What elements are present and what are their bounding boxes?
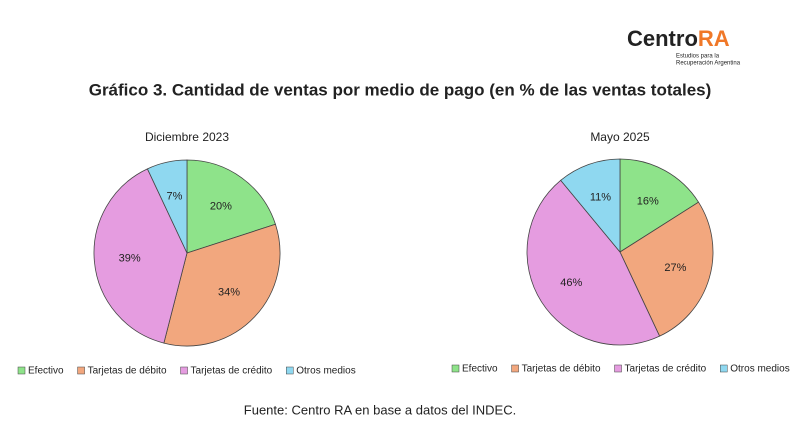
data-label: 46%	[560, 277, 582, 289]
pie-slice	[619, 201, 714, 337]
data-label: 7%	[166, 191, 182, 203]
logo-accent: RA	[698, 26, 730, 51]
data-label: 34%	[218, 286, 240, 298]
pie-slice	[146, 159, 188, 254]
legend-label: Otros medios	[296, 366, 355, 377]
pie-slice	[560, 158, 621, 254]
logo-name: CentroRA	[627, 26, 730, 51]
pie-slice	[163, 223, 281, 347]
data-label: 11%	[590, 192, 611, 204]
pie-slice	[93, 168, 188, 344]
legend-swatch	[180, 366, 188, 375]
legend-swatch	[286, 366, 294, 375]
logo-tagline: Estudios para la	[676, 54, 720, 60]
legend-swatch	[17, 366, 26, 375]
legend-swatch	[614, 364, 622, 373]
legend-label: Tarjetas de débito	[522, 364, 601, 375]
logo-word: Centro	[627, 26, 698, 51]
data-label: 20%	[210, 200, 232, 212]
chart-subtitle: Diciembre 2023	[145, 130, 229, 144]
pie-slice	[186, 159, 276, 254]
chart-title: Gráfico 3. Cantidad de ventas por medio …	[89, 80, 712, 99]
legend-label: Otros medios	[730, 364, 789, 375]
legend-swatch	[451, 364, 460, 373]
legend-label: Efectivo	[462, 364, 498, 375]
data-label: 16%	[637, 195, 659, 207]
legend-swatch	[511, 364, 519, 373]
chart-subtitle: Mayo 2025	[590, 130, 650, 144]
legend-label: Tarjetas de crédito	[191, 366, 273, 377]
logo-tagline: Recuperación Argentina	[676, 61, 741, 67]
legend-swatch	[77, 366, 85, 375]
pie-slice	[619, 158, 700, 253]
data-label: 27%	[664, 262, 686, 274]
legend-label: Efectivo	[28, 366, 64, 377]
legend-swatch	[720, 364, 728, 373]
source: Fuente: Centro RA en base a datos del IN…	[244, 402, 516, 417]
legend-label: Tarjetas de crédito	[625, 364, 707, 375]
legend-label: Tarjetas de débito	[88, 366, 167, 377]
pie-slice	[526, 179, 661, 346]
data-label: 39%	[119, 252, 141, 264]
